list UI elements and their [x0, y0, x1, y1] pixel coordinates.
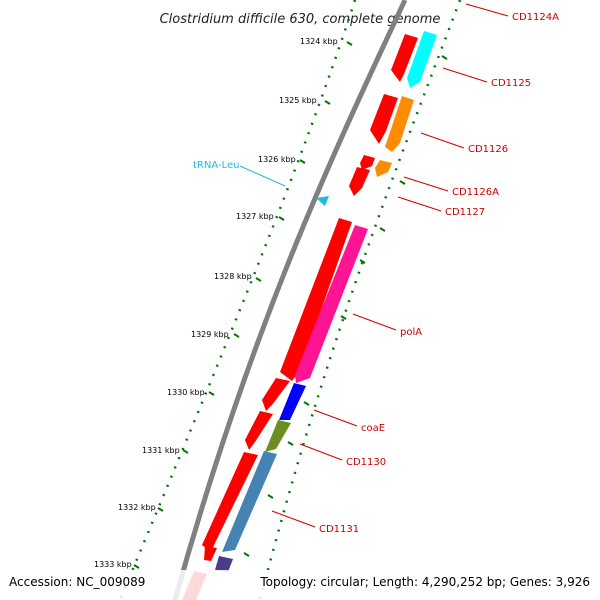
gene-labels: CD1124A CD1125 CD1126 CD1126A CD1127 pol… — [319, 12, 559, 535]
trna-label: tRNA-Leu — [193, 160, 239, 171]
tick-mark — [346, 41, 353, 46]
gene-cd1131-arrow[interactable] — [222, 451, 277, 552]
gene-pola-arrow[interactable] — [295, 225, 368, 383]
gene-purple-arrow[interactable] — [215, 556, 233, 572]
tick-mark — [441, 55, 448, 60]
gene-cd1125-arrow[interactable] — [407, 31, 437, 88]
leader-line-cd1125 — [442, 67, 488, 83]
trna-triangle-icon[interactable] — [316, 196, 329, 206]
tick-label: 1327 kbp — [236, 212, 274, 221]
leader-line-cd1124a — [465, 3, 509, 17]
outer-dotted-track — [258, 0, 462, 600]
forward-strand-track — [182, 34, 418, 600]
gene-cd1130-arrow[interactable] — [265, 420, 291, 452]
tick-label: 1328 kbp — [214, 272, 252, 281]
tick-mark — [157, 507, 164, 512]
scale-dotted-track — [118, 0, 357, 600]
tick-mark — [255, 277, 262, 282]
leader-lines — [271, 3, 509, 528]
tick-mark — [299, 159, 306, 164]
tick-mark — [340, 315, 347, 320]
orf-arrow[interactable] — [262, 378, 290, 411]
footer-bg — [0, 570, 600, 600]
leader-line-cd1130 — [299, 443, 343, 461]
gene-cd1126-arrow[interactable] — [385, 96, 414, 152]
gene-coae-arrow[interactable] — [279, 383, 306, 420]
leader-line-cd1131 — [271, 510, 316, 528]
orf-arrow[interactable] — [245, 411, 273, 450]
tick-label: 1332 kbp — [118, 503, 156, 512]
scale-ticks — [133, 41, 353, 569]
leader-line-pola — [352, 313, 397, 331]
accession-text: Accession: NC_009089 — [9, 575, 145, 589]
tick-mark — [379, 227, 386, 232]
tick-labels: 1324 kbp 1325 kbp 1326 kbp 1327 kbp 1328… — [94, 37, 338, 569]
leader-line-cd1126a — [403, 176, 449, 192]
tick-label: 1333 kbp — [94, 560, 132, 569]
tick-mark — [324, 100, 331, 105]
leader-line-cd1127 — [397, 196, 442, 212]
tick-mark — [359, 259, 366, 264]
leader-line-coae — [313, 409, 358, 427]
gene-label-pola[interactable]: polA — [400, 327, 422, 338]
orf-arrow[interactable] — [202, 452, 258, 552]
tick-mark — [278, 216, 285, 221]
gene-label-cd1130[interactable]: CD1130 — [346, 457, 386, 468]
topology-text: Topology: circular; Length: 4,290,252 bp… — [259, 575, 590, 589]
tick-label: 1329 kbp — [191, 330, 229, 339]
orf-arrow[interactable] — [349, 167, 370, 196]
tick-mark — [267, 494, 274, 499]
tick-mark — [243, 552, 250, 557]
tick-mark — [182, 449, 189, 454]
orf-arrow[interactable] — [204, 546, 217, 561]
tick-label: 1330 kbp — [167, 388, 205, 397]
gene-label-cd1124a[interactable]: CD1124A — [512, 12, 559, 23]
map-title: Clostridium difficile 630, complete geno… — [160, 12, 441, 27]
gene-label-cd1127[interactable]: CD1127 — [445, 207, 485, 218]
tick-mark — [287, 441, 294, 446]
tick-label: 1324 kbp — [300, 37, 338, 46]
orf-arrow[interactable] — [391, 34, 418, 82]
tick-mark — [133, 564, 140, 569]
gene-track — [215, 31, 437, 572]
leader-line-cd1126 — [420, 132, 465, 149]
tick-label: 1325 kbp — [279, 96, 317, 105]
gene-label-cd1125[interactable]: CD1125 — [491, 78, 531, 89]
gene-label-coae[interactable]: coaE — [361, 423, 385, 434]
gene-label-cd1126[interactable]: CD1126 — [468, 144, 508, 155]
tick-mark — [208, 391, 215, 396]
orf-arrow[interactable] — [370, 94, 398, 144]
outer-ticks — [243, 55, 448, 557]
gene-label-cd1126a[interactable]: CD1126A — [452, 187, 499, 198]
tick-mark — [303, 401, 310, 406]
orf-arrow[interactable] — [360, 155, 375, 170]
tick-label: 1326 kbp — [258, 155, 296, 164]
genome-backbone — [172, 0, 408, 600]
tick-label: 1331 kbp — [142, 446, 180, 455]
trna-leader-line — [239, 165, 286, 187]
tick-mark — [233, 333, 240, 338]
gene-cd1126a-arrow[interactable] — [375, 160, 392, 177]
orf-arrow[interactable] — [280, 218, 352, 381]
tick-mark — [399, 180, 406, 185]
gene-label-cd1131[interactable]: CD1131 — [319, 524, 359, 535]
